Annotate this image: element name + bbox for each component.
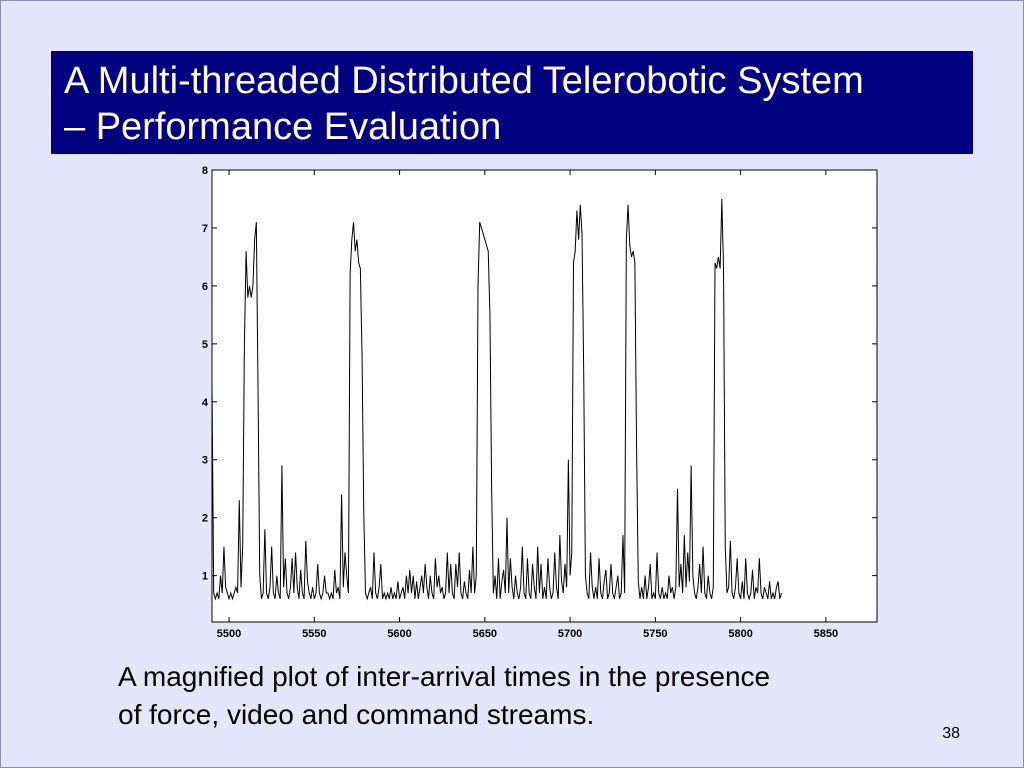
y-tick-label-6: 6	[202, 281, 208, 293]
y-tick-label-7: 7	[202, 223, 208, 235]
x-tick-label-5600: 5600	[387, 628, 411, 640]
caption-line-1: A magnified plot of inter-arrival times …	[118, 661, 771, 692]
slide-number: 38	[942, 725, 960, 742]
chart-container: 5500 5550 5600 5650 5700 5750 5800 5850 1 2 3 4 5 6 7 8	[195, 160, 885, 645]
plot-area	[211, 169, 878, 623]
series-line	[211, 198, 782, 601]
y-tick-label-8: 8	[202, 165, 208, 177]
x-tick-label-5800: 5800	[728, 628, 752, 640]
x-tick-label-5700: 5700	[558, 628, 582, 640]
y-tick-label-1: 1	[202, 571, 208, 583]
y-tick-label-3: 3	[202, 455, 208, 467]
y-tick-label-5: 5	[202, 339, 208, 351]
caption-line-2: of force, video and command streams.	[118, 699, 595, 730]
slide-title-line-2: – Performance Evaluation	[64, 106, 502, 148]
y-tick-label-4: 4	[202, 397, 209, 409]
y-tick-label-2: 2	[202, 513, 208, 525]
x-tick-label-5500: 5500	[217, 628, 241, 640]
x-tick-label-5850: 5850	[814, 628, 838, 640]
slide-title-line-1: A Multi-threaded Distributed Telerobotic…	[64, 60, 864, 102]
x-tick-label-5750: 5750	[643, 628, 667, 640]
x-tick-label-5650: 5650	[473, 628, 497, 640]
inter-arrival-time-chart: 5500 5550 5600 5650 5700 5750 5800 5850 1 2 3 4 5 6 7 8	[202, 165, 878, 640]
x-tick-label-5550: 5550	[302, 628, 326, 640]
figure-caption: A magnified plot of inter-arrival times …	[118, 658, 938, 734]
slide-title-box: A Multi-threaded Distributed Telerobotic…	[51, 51, 973, 154]
